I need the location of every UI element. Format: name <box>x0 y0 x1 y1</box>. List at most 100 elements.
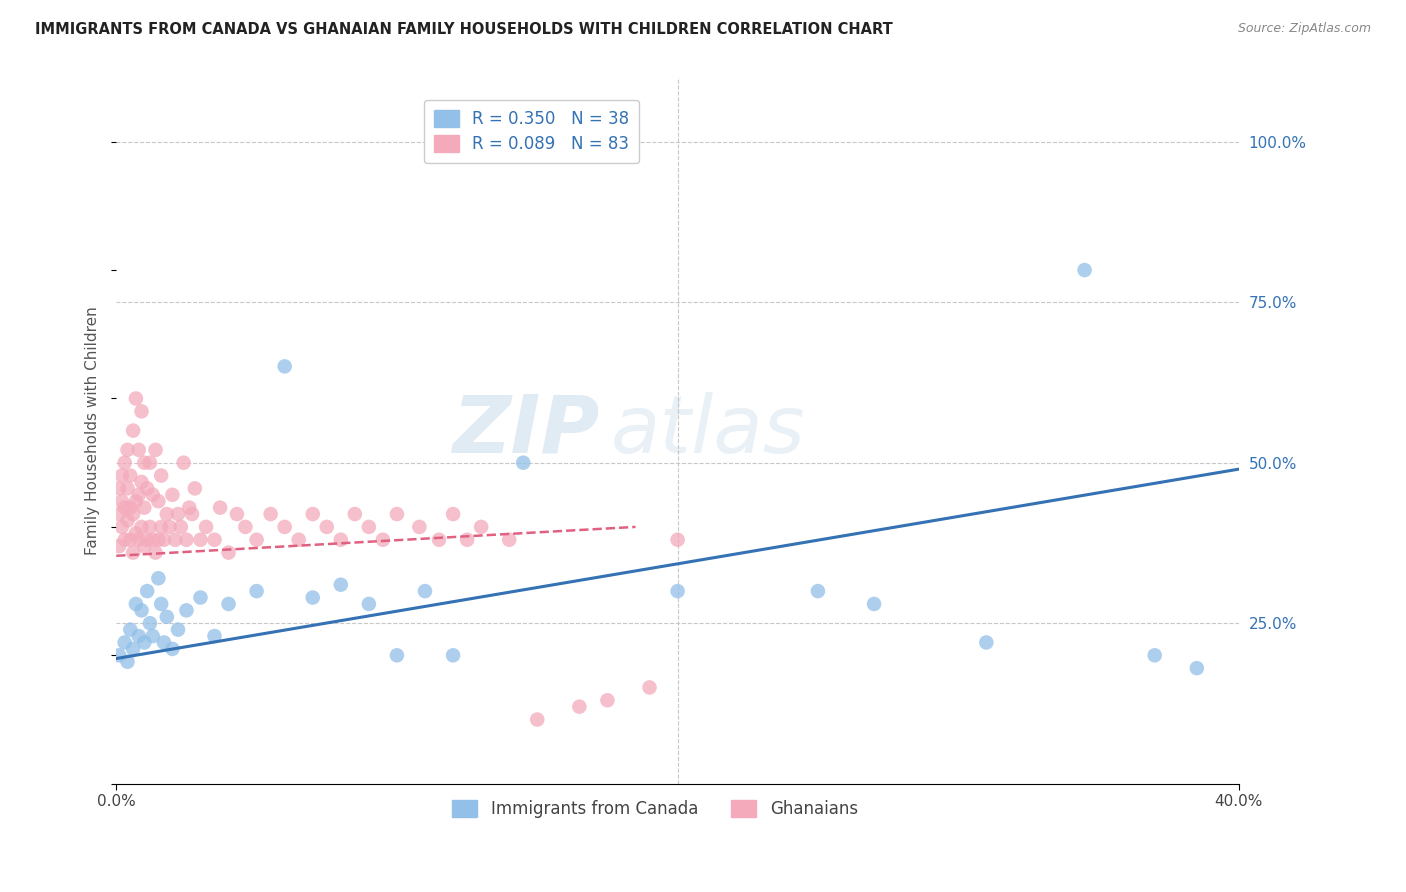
Point <box>117 482 139 496</box>
Point <box>131 603 153 617</box>
Point <box>343 507 366 521</box>
Point <box>156 507 179 521</box>
Point <box>596 693 619 707</box>
Point <box>204 533 226 547</box>
Point <box>128 442 150 457</box>
Point <box>122 424 145 438</box>
Point <box>108 648 131 663</box>
Point <box>128 533 150 547</box>
Point <box>408 520 430 534</box>
Text: ZIP: ZIP <box>451 392 599 469</box>
Point <box>273 520 295 534</box>
Text: IMMIGRANTS FROM CANADA VS GHANAIAN FAMILY HOUSEHOLDS WITH CHILDREN CORRELATION C: IMMIGRANTS FROM CANADA VS GHANAIAN FAMIL… <box>35 22 893 37</box>
Point <box>150 597 173 611</box>
Point <box>125 392 148 406</box>
Point <box>120 500 142 515</box>
Point <box>329 533 352 547</box>
Point <box>145 442 167 457</box>
Point <box>176 533 198 547</box>
Point <box>218 597 240 611</box>
Point <box>259 507 281 521</box>
Point <box>209 500 232 515</box>
Point <box>122 641 145 656</box>
Point <box>246 533 269 547</box>
Point <box>498 533 520 547</box>
Point <box>204 629 226 643</box>
Point <box>134 635 156 649</box>
Point <box>246 584 269 599</box>
Point <box>139 616 162 631</box>
Point <box>235 520 257 534</box>
Point <box>195 520 218 534</box>
Point <box>357 597 380 611</box>
Point <box>162 641 184 656</box>
Point <box>218 545 240 559</box>
Point <box>273 359 295 374</box>
Point <box>976 635 998 649</box>
Point <box>148 571 170 585</box>
Point <box>190 591 212 605</box>
Point <box>114 456 136 470</box>
Point <box>287 533 309 547</box>
Point <box>108 539 131 553</box>
Point <box>131 475 153 489</box>
Point <box>136 584 159 599</box>
Point <box>122 507 145 521</box>
Point <box>226 507 249 521</box>
Point <box>134 500 156 515</box>
Point <box>148 533 170 547</box>
Text: atlas: atlas <box>610 392 806 469</box>
Point <box>120 533 142 547</box>
Point <box>122 545 145 559</box>
Point <box>184 482 207 496</box>
Point <box>427 533 450 547</box>
Point <box>357 520 380 534</box>
Point <box>150 520 173 534</box>
Point <box>117 513 139 527</box>
Point <box>301 507 323 521</box>
Point <box>526 713 548 727</box>
Point <box>666 584 689 599</box>
Point <box>114 500 136 515</box>
Point <box>181 507 204 521</box>
Point <box>148 494 170 508</box>
Point <box>134 456 156 470</box>
Point <box>134 539 156 553</box>
Point <box>150 468 173 483</box>
Point <box>120 623 142 637</box>
Point <box>120 468 142 483</box>
Point <box>165 533 187 547</box>
Point <box>190 533 212 547</box>
Point <box>385 507 408 521</box>
Point <box>807 584 830 599</box>
Point <box>1143 648 1166 663</box>
Point <box>111 494 134 508</box>
Point <box>145 545 167 559</box>
Point <box>153 635 176 649</box>
Point <box>1185 661 1208 675</box>
Point <box>136 482 159 496</box>
Point <box>470 520 492 534</box>
Point <box>413 584 436 599</box>
Point <box>176 603 198 617</box>
Point <box>125 494 148 508</box>
Point <box>301 591 323 605</box>
Point <box>142 629 165 643</box>
Point <box>128 488 150 502</box>
Point <box>385 648 408 663</box>
Point <box>159 520 181 534</box>
Point <box>117 442 139 457</box>
Point <box>114 635 136 649</box>
Point <box>108 507 131 521</box>
Point <box>863 597 886 611</box>
Point <box>162 488 184 502</box>
Point <box>167 507 190 521</box>
Point <box>139 456 162 470</box>
Point <box>139 520 162 534</box>
Point <box>179 500 201 515</box>
Point <box>156 609 179 624</box>
Point <box>512 456 534 470</box>
Point <box>128 629 150 643</box>
Legend: Immigrants from Canada, Ghanaians: Immigrants from Canada, Ghanaians <box>446 793 865 825</box>
Point <box>315 520 337 534</box>
